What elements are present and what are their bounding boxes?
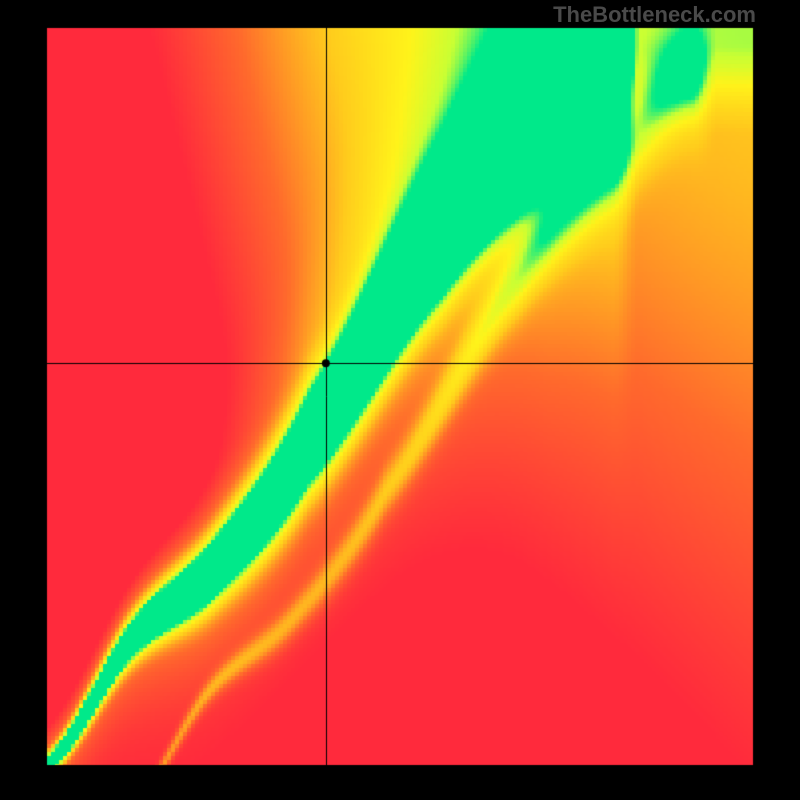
stage: TheBottleneck.com xyxy=(0,0,800,800)
watermark-text: TheBottleneck.com xyxy=(553,2,756,28)
bottleneck-heatmap xyxy=(0,0,800,800)
